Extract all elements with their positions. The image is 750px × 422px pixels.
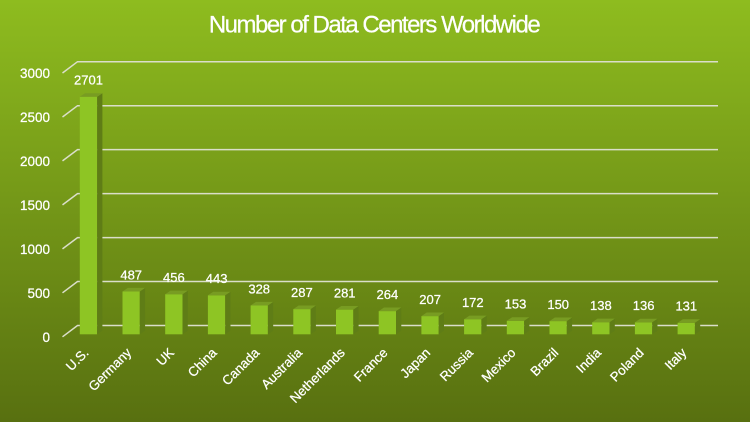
svg-text:0: 0	[42, 330, 50, 345]
svg-text:443: 443	[206, 271, 228, 286]
svg-text:1000: 1000	[20, 242, 50, 257]
svg-text:150: 150	[547, 297, 569, 312]
svg-text:287: 287	[291, 285, 313, 300]
svg-text:Number of Data Centers Worldwi: Number of Data Centers Worldwide	[209, 12, 541, 39]
svg-text:487: 487	[120, 267, 142, 282]
svg-text:328: 328	[248, 281, 270, 296]
svg-text:2000: 2000	[20, 154, 50, 169]
svg-text:172: 172	[462, 295, 484, 310]
svg-text:1500: 1500	[20, 198, 50, 213]
svg-text:3000: 3000	[20, 66, 50, 81]
svg-text:264: 264	[377, 287, 399, 302]
svg-text:136: 136	[633, 298, 655, 313]
svg-text:456: 456	[163, 270, 185, 285]
svg-text:2500: 2500	[20, 110, 50, 125]
svg-text:153: 153	[505, 297, 527, 312]
svg-text:207: 207	[419, 292, 441, 307]
svg-text:281: 281	[334, 286, 356, 301]
svg-text:138: 138	[590, 298, 612, 313]
svg-text:2701: 2701	[74, 73, 103, 88]
svg-text:500: 500	[27, 286, 50, 301]
svg-text:131: 131	[675, 299, 697, 314]
